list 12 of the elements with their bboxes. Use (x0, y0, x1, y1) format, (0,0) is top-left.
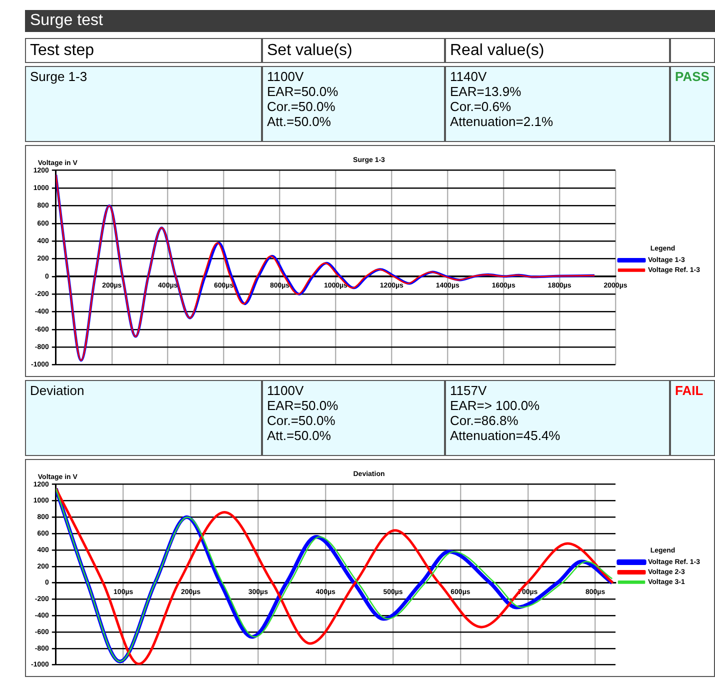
text: 1157V EAR=> 100.0% Cor.=86.8% Attenuation=45.4% (445, 380, 670, 456)
category-label: Set value(s) (262, 38, 445, 63)
category-label: Real value(s) (445, 38, 670, 63)
category-label: Test step (25, 38, 262, 63)
text: Surge test (25, 10, 715, 32)
text: 1100V EAR=50.0% Cor.=50.0% Att.=50.0% (262, 380, 445, 456)
text: Surge 1-3 (25, 66, 262, 142)
text: FAIL (670, 380, 715, 456)
text: Deviation (25, 380, 262, 456)
text: PASS (670, 66, 715, 142)
text: 1140V EAR=13.9% Cor.=0.6% Attenuation=2.1% (445, 66, 670, 142)
text: 1100V EAR=50.0% Cor.=50.0% Att.=50.0% (262, 66, 445, 142)
